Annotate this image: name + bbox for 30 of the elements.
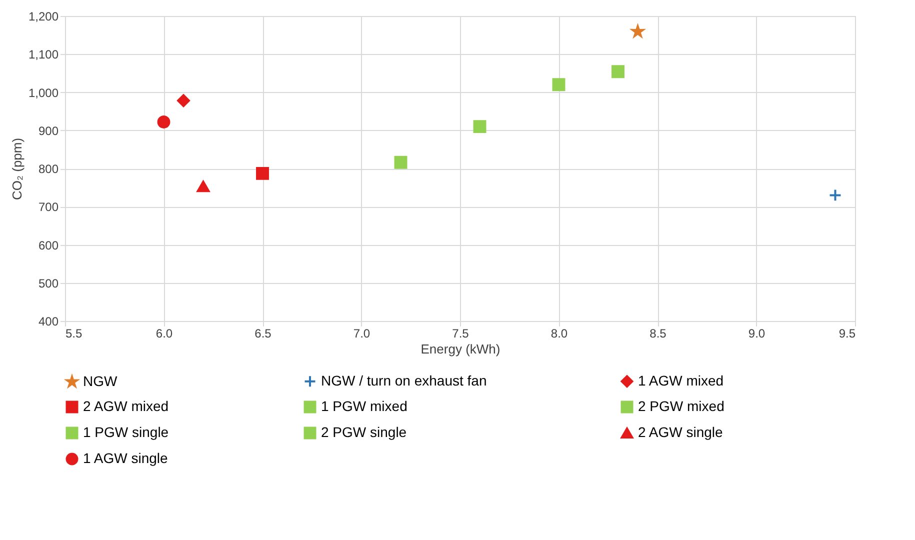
y-tick-label: 400 (38, 314, 59, 328)
x-tick-label: 8.0 (550, 326, 568, 340)
legend-label: 1 AGW single (83, 450, 168, 466)
y-tick-label: 900 (38, 124, 59, 138)
y-tick-label: 500 (38, 276, 59, 290)
legend-label: 2 PGW single (321, 424, 407, 440)
x-tick-label: 6.5 (254, 326, 272, 340)
x-axis-title: Energy (kWh) (420, 342, 500, 356)
legend-label: 1 AGW mixed (638, 372, 724, 388)
x-tick-label: 5.5 (66, 326, 83, 340)
x-tick-label: 7.5 (452, 326, 470, 340)
legend-label: 2 PGW mixed (638, 398, 724, 414)
legend-label: 2 AGW single (638, 424, 724, 440)
y-tick-label: 800 (38, 162, 59, 176)
legend-label: 2 AGW mixed (83, 398, 169, 414)
y-axis-title: CO₂ (ppm) (9, 138, 24, 200)
x-tick-label: 9.0 (748, 326, 766, 340)
legend-label: NGW (83, 372, 118, 389)
legend-label: NGW / turn on exhaust fan (321, 372, 487, 388)
y-tick-label: 1,000 (28, 86, 59, 100)
x-tick-label: 8.5 (650, 326, 667, 340)
legend-label: 1 PGW single (83, 424, 169, 440)
y-tick-label: 600 (38, 238, 59, 252)
x-tick-label: 7.0 (353, 326, 370, 340)
x-tick-label: 9.5 (838, 326, 856, 340)
y-tick-label: 1,100 (28, 48, 59, 62)
x-tick-label: 6.0 (156, 326, 173, 340)
legend-label: 1 PGW mixed (321, 398, 408, 414)
y-tick-label: 700 (38, 200, 59, 214)
y-tick-label: 1,200 (28, 10, 59, 24)
